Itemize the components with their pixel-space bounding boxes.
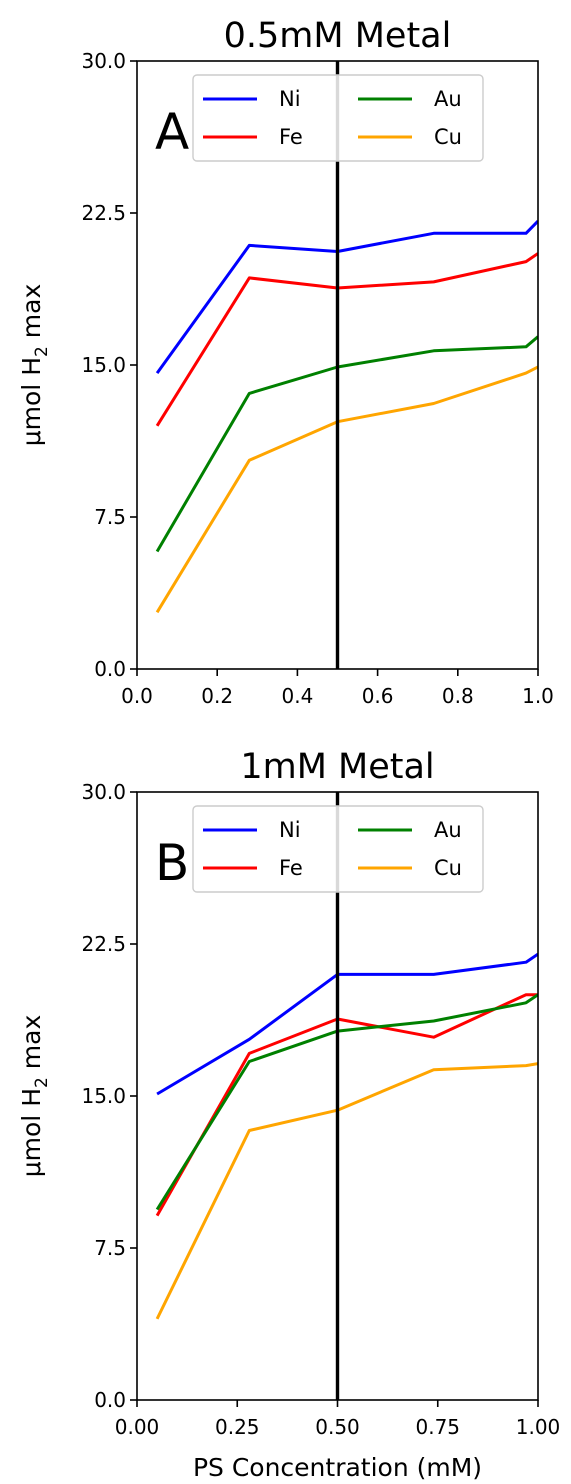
legend-label-au: Au: [434, 87, 462, 111]
series-line-cu: [155, 1062, 538, 1320]
x-tick-label: 0.4: [281, 684, 313, 708]
legend: Ni Fe Au Cu: [192, 805, 484, 893]
chart-panel-2: 1mM Metal 0.0 7.5 15.0 22.5 30.0 0.00 0.25 0.50 0…: [17, 747, 560, 1482]
x-tick-label: 0.6: [362, 684, 394, 708]
series-line-au: [155, 993, 538, 1211]
y-tick-label: 0.0: [94, 657, 126, 681]
series-line-ni: [156, 952, 538, 1096]
legend: Ni Fe Au Cu: [192, 74, 484, 162]
legend-label-ni: Ni: [279, 818, 301, 842]
y-tick-label: 15.0: [81, 1084, 126, 1108]
panel-label: B: [155, 834, 189, 892]
y-tick-label: 30.0: [81, 780, 126, 804]
series-line-cu: [155, 365, 538, 614]
legend-label-fe: Fe: [279, 856, 303, 880]
series-lines: [155, 220, 538, 614]
y-tick-label: 7.5: [94, 1236, 126, 1260]
series-line-fe: [155, 252, 538, 427]
panel-label: A: [155, 103, 189, 161]
y-tick-label: 30.0: [81, 49, 126, 73]
chart-title: 1mM Metal: [240, 747, 434, 787]
x-tick-label: 0.0: [121, 684, 153, 708]
series-line-fe: [155, 993, 538, 1217]
series-lines: [155, 952, 538, 1320]
x-axis-label: PS Concentration (mM): [193, 1453, 482, 1482]
x-tick-label: 1.0: [522, 684, 554, 708]
y-axis-label-tail: max: [17, 1015, 46, 1077]
x-tick-label: 0.2: [201, 684, 233, 708]
legend-box: [192, 805, 484, 893]
x-tick-label: 0.25: [215, 1415, 260, 1439]
x-tick-label: 0.00: [115, 1415, 160, 1439]
legend-label-fe: Fe: [279, 125, 303, 149]
y-tick-label: 7.5: [94, 505, 126, 529]
x-tick-label: 0.50: [315, 1415, 360, 1439]
y-tick-label: 0.0: [94, 1388, 126, 1412]
y-axis-label-subscript: 2: [32, 346, 52, 357]
y-axis-label-subscript: 2: [32, 1077, 52, 1088]
y-tick-label: 22.5: [81, 201, 126, 225]
y-axis-label-tail: max: [17, 284, 46, 346]
legend-label-ni: Ni: [279, 87, 301, 111]
x-tick-label: 0.8: [442, 684, 474, 708]
y-tick-label: 22.5: [81, 932, 126, 956]
legend-box: [192, 74, 484, 162]
series-line-ni: [155, 220, 538, 374]
legend-label-au: Au: [434, 818, 462, 842]
x-tick-label: 1.00: [516, 1415, 561, 1439]
y-axis-label-main: μmol H: [17, 357, 46, 446]
y-tick-label: 15.0: [81, 353, 126, 377]
y-axis-label: μmol H2 max: [17, 1015, 52, 1178]
chart-panel-1: 0.5mM Metal 0.0 7.5 15.0 22.5 30.0 0.0 0.2 0.4 0.…: [17, 16, 554, 708]
legend-label-cu: Cu: [434, 856, 462, 880]
x-tick-label: 0.75: [415, 1415, 460, 1439]
chart-title: 0.5mM Metal: [224, 16, 452, 56]
series-line-au: [155, 335, 538, 553]
legend-label-cu: Cu: [434, 125, 462, 149]
y-axis-label-main: μmol H: [17, 1088, 46, 1177]
y-axis-label: μmol H2 max: [17, 284, 52, 447]
